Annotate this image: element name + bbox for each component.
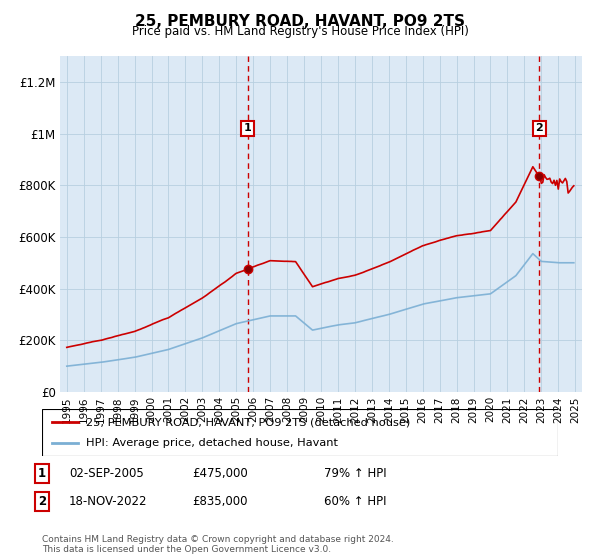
Text: 2: 2 — [535, 123, 543, 133]
Text: 02-SEP-2005: 02-SEP-2005 — [69, 466, 144, 480]
Text: 18-NOV-2022: 18-NOV-2022 — [69, 494, 148, 508]
Text: 79% ↑ HPI: 79% ↑ HPI — [324, 466, 386, 480]
Text: 2: 2 — [38, 494, 46, 508]
Text: 25, PEMBURY ROAD, HAVANT, PO9 2TS: 25, PEMBURY ROAD, HAVANT, PO9 2TS — [135, 14, 465, 29]
Text: 25, PEMBURY ROAD, HAVANT, PO9 2TS (detached house): 25, PEMBURY ROAD, HAVANT, PO9 2TS (detac… — [86, 417, 410, 427]
Text: 1: 1 — [244, 123, 251, 133]
Text: 1: 1 — [38, 466, 46, 480]
Text: Price paid vs. HM Land Registry's House Price Index (HPI): Price paid vs. HM Land Registry's House … — [131, 25, 469, 38]
Text: 60% ↑ HPI: 60% ↑ HPI — [324, 494, 386, 508]
Text: £835,000: £835,000 — [192, 494, 248, 508]
Text: HPI: Average price, detached house, Havant: HPI: Average price, detached house, Hava… — [86, 438, 338, 448]
Text: Contains HM Land Registry data © Crown copyright and database right 2024.
This d: Contains HM Land Registry data © Crown c… — [42, 535, 394, 554]
Text: £475,000: £475,000 — [192, 466, 248, 480]
